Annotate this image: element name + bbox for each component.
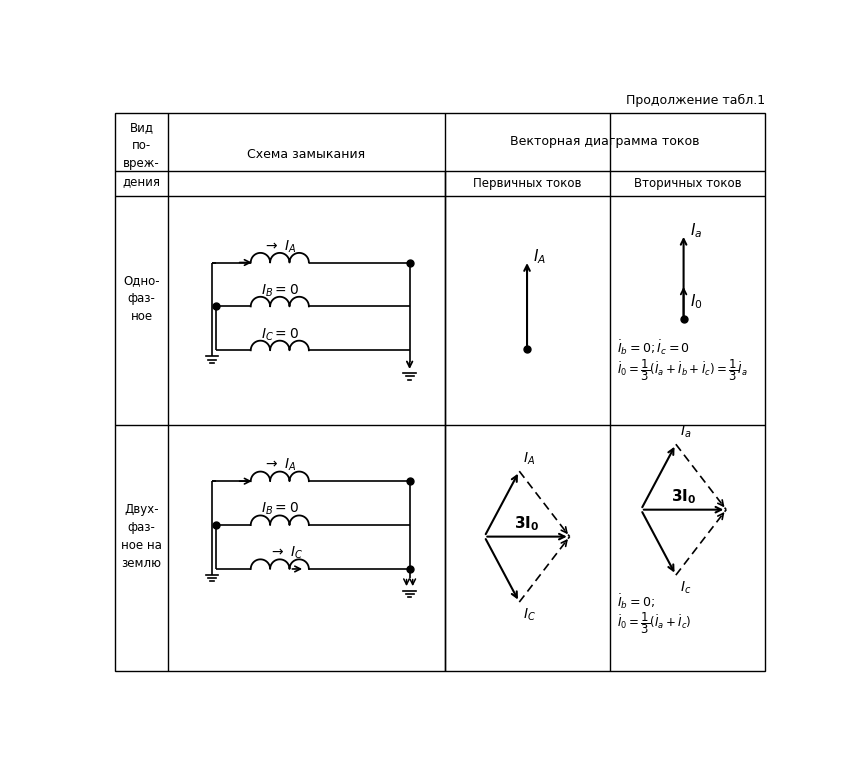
Text: Векторная диаграмма токов: Векторная диаграмма токов (510, 136, 700, 149)
Text: $I_A$: $I_A$ (523, 450, 535, 466)
Text: $\rightarrow\ I_C$: $\rightarrow\ I_C$ (269, 545, 303, 562)
Text: $I_a$: $I_a$ (690, 221, 702, 240)
Text: Одно-
фаз-
ное: Одно- фаз- ное (123, 274, 160, 324)
Text: $\dot{I}_b = 0;$: $\dot{I}_b = 0;$ (618, 593, 655, 611)
Text: $I_C$: $I_C$ (523, 607, 536, 623)
Text: $\mathbf{3I_0}$: $\mathbf{3I_0}$ (671, 487, 697, 506)
Text: $\rightarrow\ I_A$: $\rightarrow\ I_A$ (263, 238, 296, 255)
Text: Первичных токов: Первичных токов (472, 177, 582, 190)
Text: $\mathbf{3I_0}$: $\mathbf{3I_0}$ (515, 514, 539, 533)
Text: Вид
по-
вреж-
дения: Вид по- вреж- дения (123, 121, 161, 188)
Text: $\dot{I}_b = 0;\dot{I}_c = 0$: $\dot{I}_b = 0;\dot{I}_c = 0$ (618, 338, 691, 356)
Text: $I_0$: $I_0$ (690, 292, 703, 311)
Text: Вторичных токов: Вторичных токов (634, 177, 741, 190)
Text: $I_a$: $I_a$ (679, 423, 691, 439)
Text: $I_B{=}0$: $I_B{=}0$ (261, 282, 299, 298)
Text: $\rightarrow\ I_A$: $\rightarrow\ I_A$ (263, 457, 296, 474)
Text: $I_c$: $I_c$ (679, 580, 691, 596)
Text: Двух-
фаз-
ное на
землю: Двух- фаз- ное на землю (121, 503, 161, 570)
Text: $I_C{=}0$: $I_C{=}0$ (261, 326, 299, 343)
Text: $I_B{=}0$: $I_B{=}0$ (261, 501, 299, 517)
Text: Продолжение табл.1: Продолжение табл.1 (626, 94, 765, 107)
Text: $I_A$: $I_A$ (533, 248, 546, 266)
Text: Схема замыкания: Схема замыкания (247, 148, 365, 161)
Text: $\dot{I}_0 = \dfrac{1}{3}(\dot{I}_a + \dot{I}_b + \dot{I}_c) = \dfrac{1}{3}\dot{: $\dot{I}_0 = \dfrac{1}{3}(\dot{I}_a + \d… (618, 357, 748, 383)
Text: $\dot{I}_0 = \dfrac{1}{3}(\dot{I}_a + \dot{I}_c)$: $\dot{I}_0 = \dfrac{1}{3}(\dot{I}_a + \d… (618, 610, 692, 636)
